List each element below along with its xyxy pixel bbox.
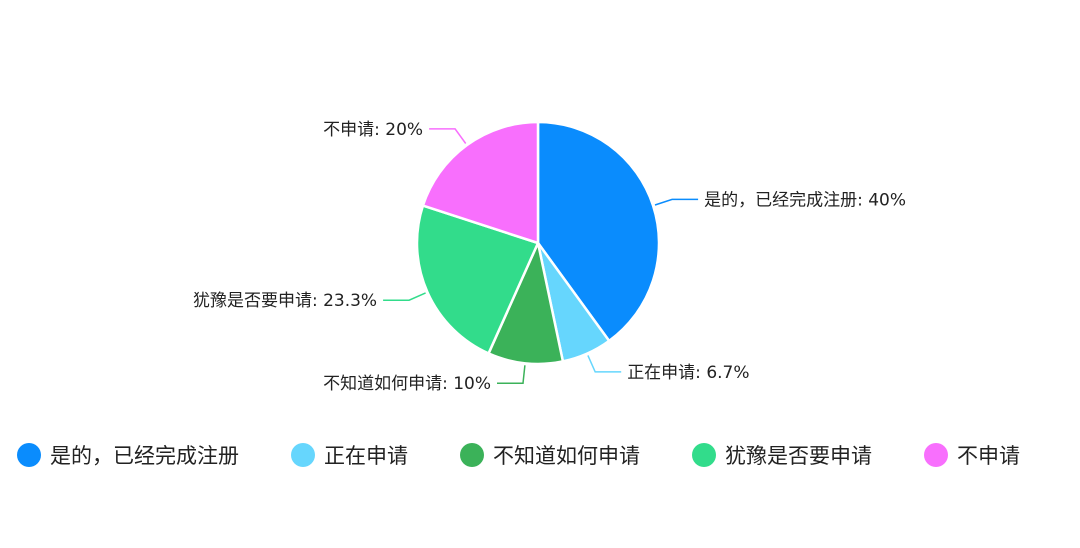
legend-item[interactable]: 是的，已经完成注册 — [17, 443, 239, 468]
pie-slice — [415, 204, 540, 355]
leader-line — [383, 292, 426, 301]
legend-swatch — [291, 443, 315, 467]
pie-slice — [536, 120, 661, 343]
legend-label: 不知道如何申请 — [493, 444, 640, 468]
legend-label: 不申请 — [957, 444, 1020, 468]
data-labels-layer: 是的，已经完成注册: 40% 正在申请: 6.7% 不知道如何申请: 10% 犹豫是否… — [193, 120, 906, 394]
leader-line — [429, 128, 467, 144]
leader-line — [654, 198, 699, 206]
slice-data-label: 不知道如何申请: 10% — [323, 374, 491, 394]
legend-swatch — [17, 443, 41, 467]
slice-data-label: 犹豫是否要申请: 23.3% — [193, 291, 377, 311]
leader-lines-layer — [383, 128, 699, 384]
leader-line — [497, 365, 526, 384]
legend-label: 正在申请 — [324, 444, 408, 468]
legend-swatch — [924, 443, 948, 467]
pie-slice — [487, 241, 565, 366]
slices-layer — [415, 120, 661, 366]
legend-swatch — [460, 443, 484, 467]
legend-item[interactable]: 不申请 — [924, 443, 1020, 468]
slice-data-label: 不申请: 20% — [323, 120, 423, 140]
legend-item[interactable]: 不知道如何申请 — [460, 443, 640, 468]
leader-line — [587, 355, 622, 373]
legend-label: 是的，已经完成注册 — [50, 444, 239, 468]
legend-label: 犹豫是否要申请 — [725, 444, 872, 468]
pie-slice — [421, 120, 540, 245]
slice-data-label: 是的，已经完成注册: 40% — [704, 190, 906, 210]
legend-item[interactable]: 正在申请 — [291, 443, 408, 468]
slice-data-label: 正在申请: 6.7% — [627, 363, 749, 383]
legend: 是的，已经完成注册 正在申请 不知道如何申请 犹豫是否要申请 不申请 — [17, 443, 1020, 468]
legend-item[interactable]: 犹豫是否要申请 — [692, 443, 872, 468]
legend-swatch — [692, 443, 716, 467]
